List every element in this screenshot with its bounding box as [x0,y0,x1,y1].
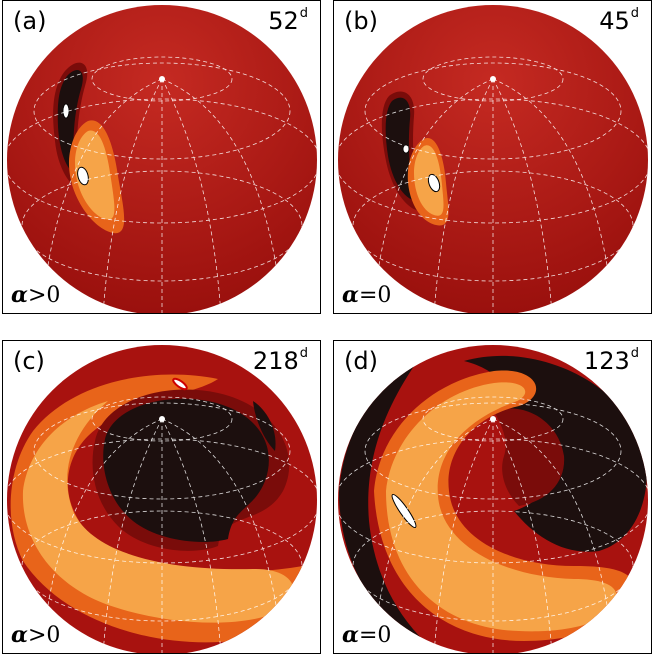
sphere-map-d [338,345,648,653]
alpha-label-d: α=0 [342,622,392,648]
sphere-map-b [338,5,648,313]
white-spot-b2 [427,173,441,193]
light-orange-band-c [22,401,294,623]
pole-marker-c [159,416,165,422]
white-spot-a2 [77,166,89,186]
sphere-map-c [7,345,317,653]
light-orange-swirl-d [386,382,617,632]
panel-tag-c: (c) [13,347,45,375]
time-label-d: 123d [583,346,639,375]
alpha-label-b: α=0 [342,282,392,308]
pole-marker-a [159,76,165,82]
panel-b: (b) 45d α=0 [333,0,652,314]
panel-a: (a) 52d α>0 [2,0,321,314]
white-spot-c [172,377,188,391]
light-orange-spot-a [75,130,115,220]
black-edge-d [339,366,424,641]
time-label-b: 45d [599,6,639,35]
alpha-label-c: α>0 [11,622,61,648]
time-label-c: 218d [252,346,308,375]
pole-marker-b [490,76,496,82]
pole-marker-d [490,416,496,422]
sphere-map-a [7,5,317,313]
black-region-c [103,398,269,542]
black-patch-c [253,401,276,451]
panel-c: (c) 218d α>0 [2,340,321,654]
panel-tag-a: (a) [13,7,47,35]
panel-tag-d: (d) [344,347,378,375]
black-spot-a [57,69,83,173]
time-label-a: 52d [268,6,308,35]
alpha-label-a: α>0 [11,282,61,308]
panel-d: (d) 123d α=0 [333,340,652,654]
panel-tag-b: (b) [344,7,378,35]
